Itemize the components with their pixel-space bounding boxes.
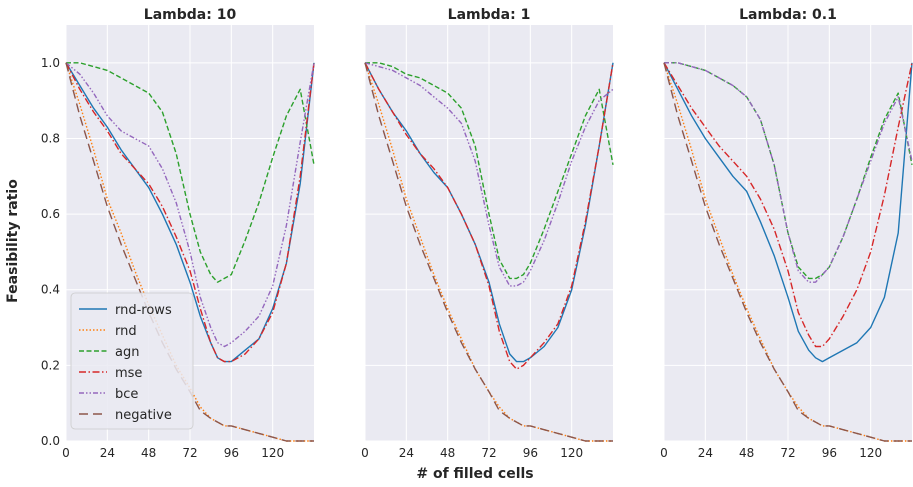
x-tick-label: 96: [523, 446, 538, 460]
legend-label-mse: mse: [115, 366, 142, 381]
panel-title: Lambda: 0.1: [739, 7, 837, 23]
y-tick-label: 1.0: [41, 56, 60, 70]
x-tick-label: 24: [698, 446, 713, 460]
series-line-mse: [65, 62, 315, 363]
x-tick-label: 72: [182, 446, 197, 460]
panel-title: Lambda: 1: [448, 7, 531, 23]
x-tick-label: 96: [224, 446, 239, 460]
legend-box: [70, 292, 194, 430]
x-tick-label: 48: [440, 446, 455, 460]
x-tick-label: 24: [100, 446, 115, 460]
y-tick-label: 0.6: [41, 207, 60, 221]
series-line-mse: [663, 62, 913, 348]
x-tick-label: 24: [399, 446, 414, 460]
series-line-negative: [364, 62, 613, 442]
series-line-agn: [365, 62, 614, 280]
panel-3: 0 24 48 72 96 120 Lambda: 0.1: [660, 7, 913, 460]
series-line-rnd-rows: [65, 62, 315, 363]
x-tick-label: 72: [481, 446, 496, 460]
x-tick-label: 48: [141, 446, 156, 460]
x-tick-label: 0: [62, 446, 70, 460]
x-tick-label: 72: [780, 446, 795, 460]
legend-label-rnd: rnd: [115, 324, 137, 339]
series-line-rnd-rows: [663, 62, 913, 363]
series-line-rnd: [65, 62, 314, 442]
series-line-negative: [663, 62, 912, 442]
x-tick-label: 48: [739, 446, 754, 460]
x-tick-label: 120: [261, 446, 284, 460]
series-line-rnd-rows: [364, 62, 614, 363]
panel-2: 0 24 48 72 96 120 Lambda: 1: [361, 7, 614, 460]
y-tick-label: 0.4: [41, 283, 60, 297]
series-line-agn: [664, 62, 913, 280]
x-tick-label: 120: [859, 446, 882, 460]
y-tick-label: 0.2: [41, 358, 60, 372]
x-tick-label: 0: [361, 446, 369, 460]
series-line-agn: [66, 62, 315, 283]
series-line-bce: [364, 62, 614, 287]
x-tick-label: 120: [560, 446, 583, 460]
legend: rnd-rows rnd agn mse bce negative: [70, 292, 194, 430]
legend-label-rnd-rows: rnd-rows: [115, 303, 172, 318]
legend-label-agn: agn: [115, 345, 139, 360]
series-line-bce: [664, 62, 913, 283]
panel-title: Lambda: 10: [144, 7, 237, 23]
legend-label-bce: bce: [115, 387, 138, 402]
y-axis-label: Feasibility ratio: [5, 179, 21, 303]
y-tick-label: 0.0: [41, 434, 60, 448]
x-tick-label: 96: [822, 446, 837, 460]
series-line-negative: [65, 62, 314, 442]
x-tick-label: 0: [660, 446, 668, 460]
y-tick-label: 0.8: [41, 131, 60, 145]
legend-label-negative: negative: [115, 408, 172, 423]
series-line-bce: [65, 62, 315, 348]
x-axis-label: # of filled cells: [416, 466, 533, 482]
series-line-mse: [364, 62, 614, 370]
